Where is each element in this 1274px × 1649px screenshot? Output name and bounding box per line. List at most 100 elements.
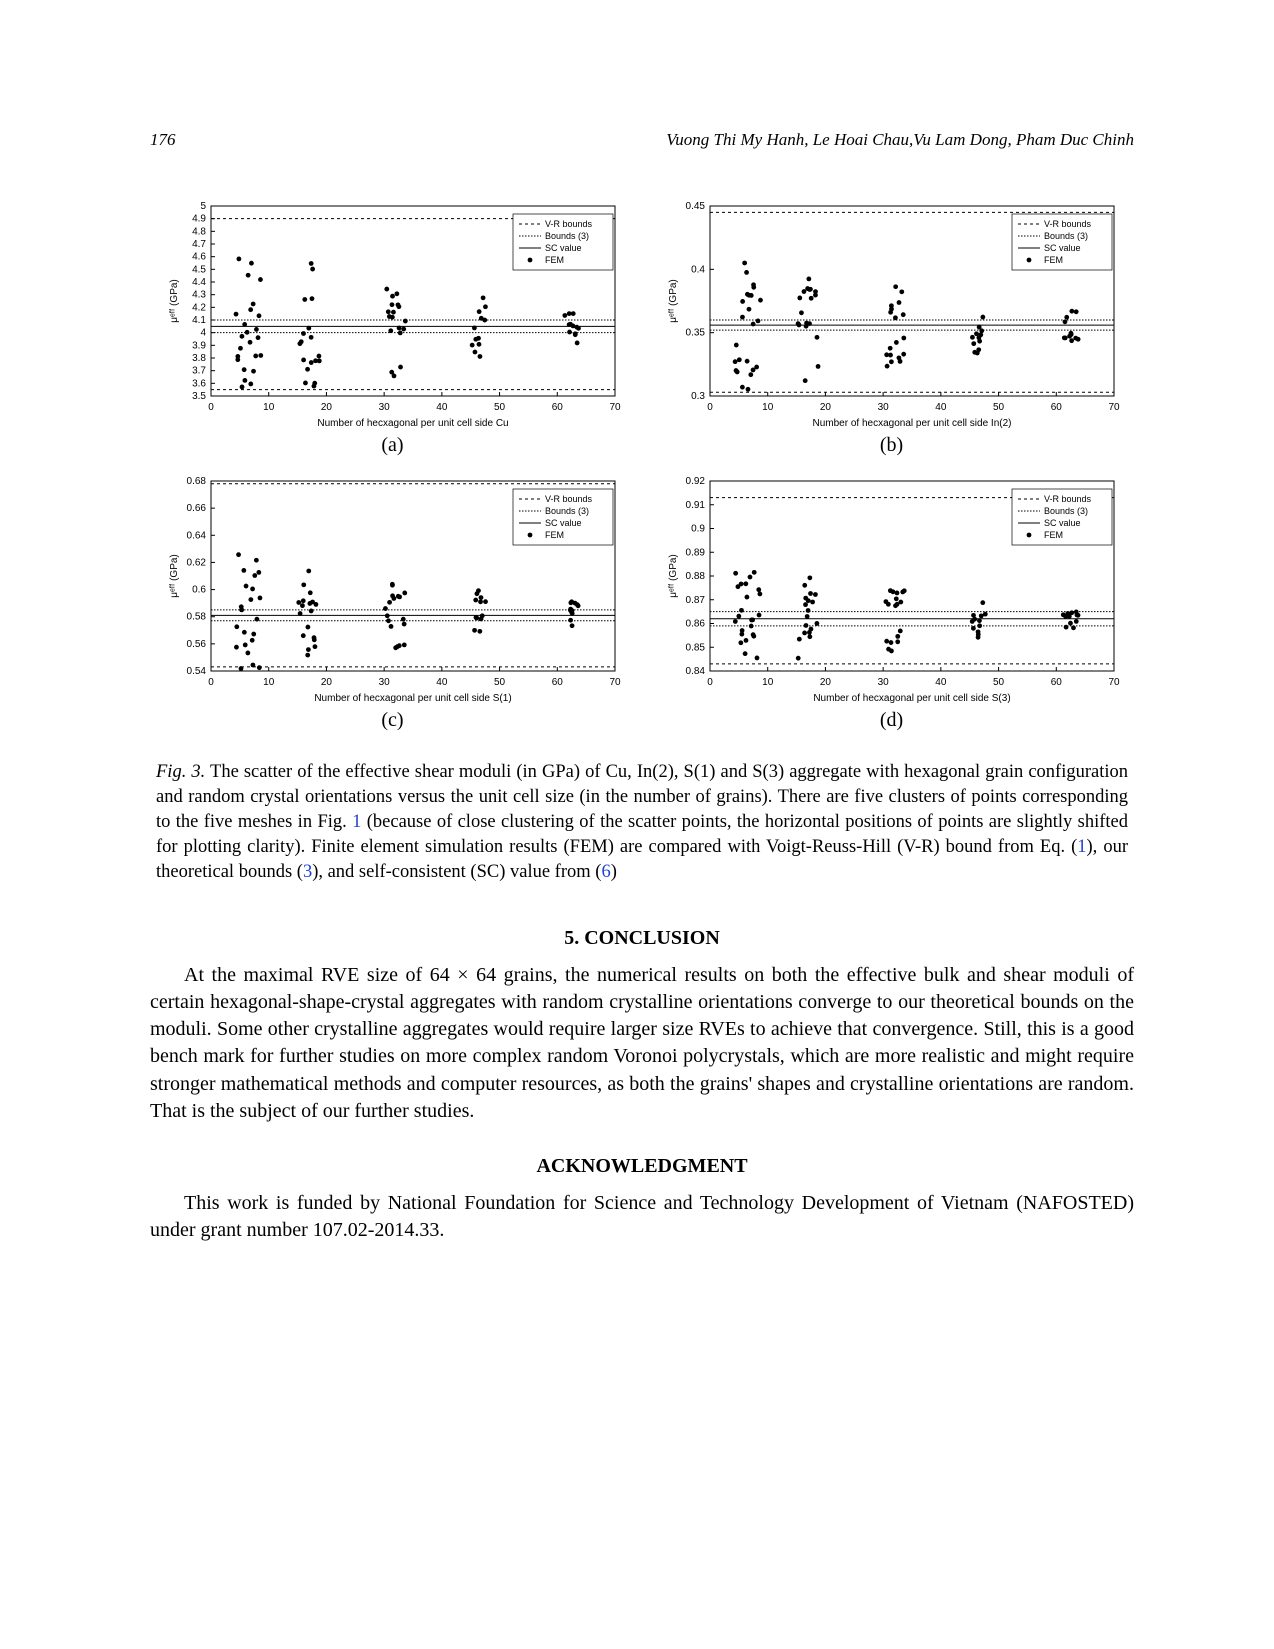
svg-text:0.91: 0.91 bbox=[685, 500, 705, 511]
caption-body-5: ) bbox=[611, 862, 617, 882]
svg-text:V-R bounds: V-R bounds bbox=[545, 219, 593, 229]
caption-ref-1[interactable]: 1 bbox=[352, 812, 361, 832]
caption-ref-4[interactable]: 6 bbox=[601, 862, 610, 882]
svg-text:0.68: 0.68 bbox=[186, 476, 206, 487]
svg-text:50: 50 bbox=[494, 402, 506, 413]
svg-text:20: 20 bbox=[819, 402, 831, 413]
chart-d-label: (d) bbox=[880, 709, 903, 732]
svg-text:0: 0 bbox=[208, 677, 214, 688]
svg-text:0.6: 0.6 bbox=[192, 585, 206, 596]
chart-b-cell: 0102030405060700.30.350.40.45Number of h… bbox=[649, 200, 1134, 457]
acknowledgment-paragraph: This work is funded by National Foundati… bbox=[150, 1190, 1134, 1244]
svg-text:4.5: 4.5 bbox=[192, 264, 206, 275]
svg-text:4.1: 4.1 bbox=[192, 315, 206, 326]
svg-text:V-R bounds: V-R bounds bbox=[1044, 219, 1092, 229]
svg-text:20: 20 bbox=[819, 677, 831, 688]
svg-text:0.84: 0.84 bbox=[685, 666, 705, 677]
svg-text:SC value: SC value bbox=[1044, 518, 1081, 528]
svg-text:FEM: FEM bbox=[545, 530, 564, 540]
svg-text:SC value: SC value bbox=[545, 243, 582, 253]
svg-text:Bounds (3): Bounds (3) bbox=[1044, 506, 1088, 516]
svg-text:20: 20 bbox=[320, 677, 332, 688]
chart-a: 0102030405060703.53.63.73.83.944.14.24.3… bbox=[163, 200, 623, 430]
svg-text:μᵉᶠᶠ (GPa): μᵉᶠᶠ (GPa) bbox=[169, 554, 180, 598]
svg-text:4.3: 4.3 bbox=[192, 290, 206, 301]
svg-text:20: 20 bbox=[320, 402, 332, 413]
svg-text:Bounds (3): Bounds (3) bbox=[1044, 231, 1088, 241]
svg-text:0.56: 0.56 bbox=[186, 639, 206, 650]
svg-text:0.64: 0.64 bbox=[186, 530, 206, 541]
svg-text:40: 40 bbox=[436, 677, 448, 688]
svg-text:μᵉᶠᶠ (GPa): μᵉᶠᶠ (GPa) bbox=[668, 554, 679, 598]
svg-text:4: 4 bbox=[200, 328, 206, 339]
chart-b-label: (b) bbox=[880, 434, 903, 457]
page-number: 176 bbox=[150, 130, 176, 150]
svg-text:0.54: 0.54 bbox=[186, 666, 206, 677]
svg-text:4.8: 4.8 bbox=[192, 226, 206, 237]
svg-text:3.5: 3.5 bbox=[192, 391, 206, 402]
svg-text:0.35: 0.35 bbox=[685, 328, 705, 339]
svg-text:0.88: 0.88 bbox=[685, 571, 705, 582]
svg-text:FEM: FEM bbox=[545, 255, 564, 265]
svg-text:60: 60 bbox=[1050, 402, 1062, 413]
chart-c-cell: 0102030405060700.540.560.580.60.620.640.… bbox=[150, 475, 635, 732]
svg-text:Number of hecxagonal per unit: Number of hecxagonal per unit cell side … bbox=[812, 418, 1011, 429]
svg-text:0.3: 0.3 bbox=[691, 391, 705, 402]
svg-text:V-R bounds: V-R bounds bbox=[1044, 494, 1092, 504]
svg-text:V-R bounds: V-R bounds bbox=[545, 494, 593, 504]
svg-text:Bounds (3): Bounds (3) bbox=[545, 231, 589, 241]
svg-text:0.9: 0.9 bbox=[691, 524, 705, 535]
svg-text:0.85: 0.85 bbox=[685, 642, 705, 653]
svg-text:50: 50 bbox=[494, 677, 506, 688]
svg-text:3.7: 3.7 bbox=[192, 366, 206, 377]
svg-text:4.9: 4.9 bbox=[192, 214, 206, 225]
caption-ref-3[interactable]: 3 bbox=[303, 862, 312, 882]
running-authors: Vuong Thi My Hanh, Le Hoai Chau,Vu Lam D… bbox=[666, 130, 1134, 150]
svg-text:30: 30 bbox=[877, 402, 889, 413]
svg-text:μᵉᶠᶠ (GPa): μᵉᶠᶠ (GPa) bbox=[169, 279, 180, 323]
chart-c: 0102030405060700.540.560.580.60.620.640.… bbox=[163, 475, 623, 705]
svg-text:SC value: SC value bbox=[545, 518, 582, 528]
svg-text:60: 60 bbox=[1050, 677, 1062, 688]
figure-3-caption: Fig. 3. The scatter of the effective she… bbox=[156, 760, 1128, 885]
svg-text:4.7: 4.7 bbox=[192, 239, 206, 250]
chart-c-label: (c) bbox=[381, 709, 403, 732]
svg-text:Bounds (3): Bounds (3) bbox=[545, 506, 589, 516]
svg-text:40: 40 bbox=[935, 677, 947, 688]
chart-a-label: (a) bbox=[381, 434, 403, 457]
conclusion-paragraph: At the maximal RVE size of 64 × 64 grain… bbox=[150, 962, 1134, 1125]
caption-body-4: ), and self-consistent (SC) value from ( bbox=[312, 862, 601, 882]
svg-text:0.89: 0.89 bbox=[685, 547, 705, 558]
svg-text:0.4: 0.4 bbox=[691, 264, 705, 275]
svg-text:0.86: 0.86 bbox=[685, 619, 705, 630]
chart-d-cell: 0 10 20 30 40 50 60 70 0.84 0.85 0.86 0.87 0.88 0.89 0… bbox=[649, 475, 1134, 732]
svg-text:0.87: 0.87 bbox=[685, 595, 705, 606]
svg-text:3.8: 3.8 bbox=[192, 353, 206, 364]
svg-text:4.2: 4.2 bbox=[192, 302, 206, 313]
svg-text:0.92: 0.92 bbox=[685, 476, 705, 487]
svg-text:40: 40 bbox=[935, 402, 947, 413]
svg-text:μᵉᶠᶠ (GPa): μᵉᶠᶠ (GPa) bbox=[668, 279, 679, 323]
svg-text:50: 50 bbox=[993, 677, 1005, 688]
svg-text:FEM: FEM bbox=[1044, 255, 1063, 265]
svg-text:10: 10 bbox=[762, 677, 774, 688]
svg-text:4.6: 4.6 bbox=[192, 252, 206, 263]
caption-ref-2[interactable]: 1 bbox=[1077, 837, 1086, 857]
svg-text:60: 60 bbox=[551, 402, 563, 413]
svg-text:70: 70 bbox=[1108, 677, 1120, 688]
svg-text:30: 30 bbox=[378, 677, 390, 688]
svg-text:10: 10 bbox=[263, 402, 275, 413]
svg-text:0.45: 0.45 bbox=[685, 201, 705, 212]
svg-text:40: 40 bbox=[436, 402, 448, 413]
svg-text:SC value: SC value bbox=[1044, 243, 1081, 253]
chart-b: 0102030405060700.30.350.40.45Number of h… bbox=[662, 200, 1122, 430]
svg-text:0: 0 bbox=[707, 677, 713, 688]
svg-text:0: 0 bbox=[707, 402, 713, 413]
svg-text:10: 10 bbox=[762, 402, 774, 413]
svg-text:0.66: 0.66 bbox=[186, 503, 206, 514]
figure-3-grid: 0102030405060703.53.63.73.83.944.14.24.3… bbox=[150, 200, 1134, 732]
svg-text:30: 30 bbox=[877, 677, 889, 688]
svg-text:0.62: 0.62 bbox=[186, 557, 206, 568]
svg-text:FEM: FEM bbox=[1044, 530, 1063, 540]
svg-text:70: 70 bbox=[1108, 402, 1120, 413]
